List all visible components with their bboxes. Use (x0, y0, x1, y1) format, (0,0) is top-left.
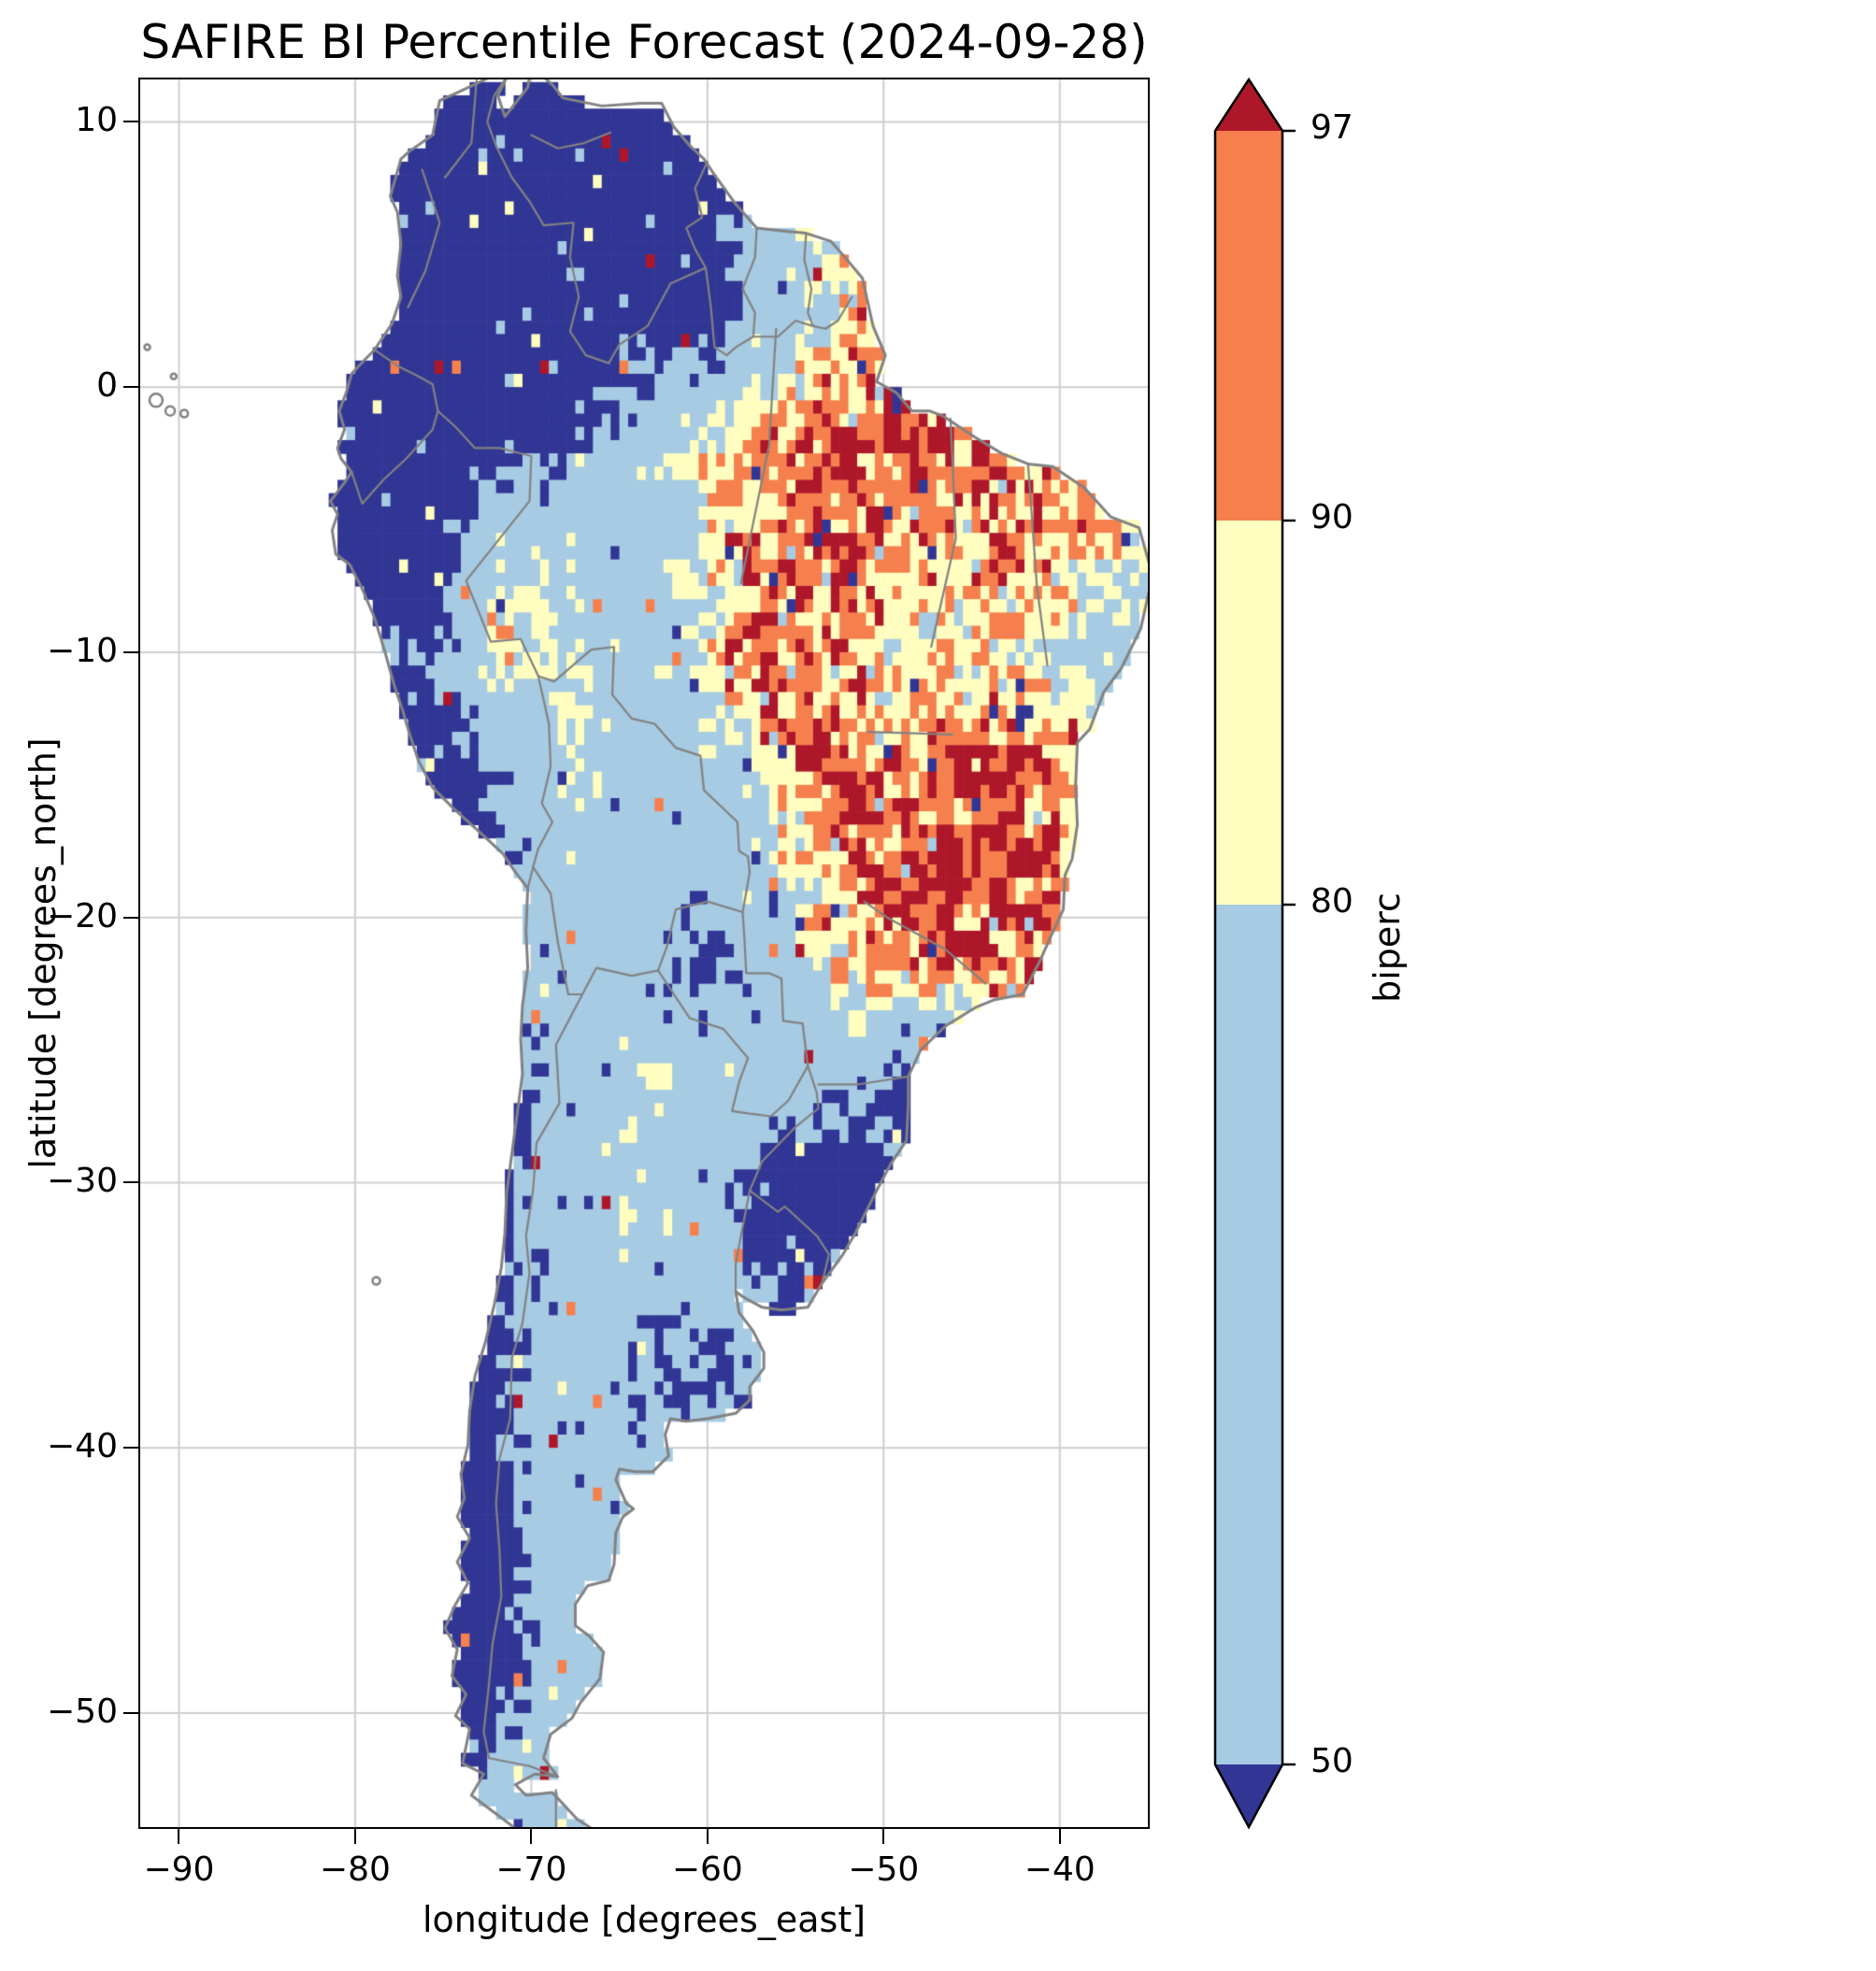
y-tick-mark (123, 121, 138, 123)
x-tick-mark (178, 1829, 180, 1844)
x-tick-label: −60 (671, 1850, 743, 1889)
x-tick-label: −90 (143, 1850, 215, 1889)
y-tick-label: 0 (96, 366, 118, 406)
x-tick-label: −80 (319, 1850, 391, 1889)
colorbar-tick-label: 90 (1310, 498, 1353, 536)
colorbar-segment-80-90 (1215, 521, 1282, 905)
x-tick-label: −70 (495, 1850, 567, 1889)
y-tick-mark (123, 1181, 138, 1184)
y-tick-label: −50 (47, 1692, 118, 1731)
colorbar-extend-under (1215, 1764, 1282, 1827)
x-tick-mark (1058, 1829, 1061, 1844)
x-tick-label: −50 (848, 1850, 920, 1889)
y-tick-mark (123, 1447, 138, 1450)
x-tick-mark (353, 1829, 356, 1844)
colorbar-label: biperc (1367, 893, 1408, 1003)
y-tick-label: −40 (47, 1427, 118, 1466)
colorbar-tick-label: 97 (1310, 108, 1353, 147)
x-tick-mark (706, 1829, 709, 1844)
y-tick-label: 10 (75, 101, 118, 140)
colorbar-segment-90-97 (1215, 131, 1282, 521)
colorbar-tick-label: 50 (1310, 1742, 1353, 1780)
plot-area (138, 78, 1150, 1829)
y-tick-label: −20 (47, 896, 118, 936)
y-tick-mark (123, 1711, 138, 1714)
y-axis-label: latitude [degrees_north] (22, 737, 64, 1169)
x-axis-label: longitude [degrees_east] (422, 1899, 866, 1940)
map-canvas (140, 79, 1148, 1827)
y-tick-mark (123, 916, 138, 919)
x-tick-mark (882, 1829, 885, 1844)
colorbar-extend-over (1215, 79, 1282, 131)
colorbar-segment-50-80 (1215, 905, 1282, 1764)
colorbar-tick-label: 80 (1310, 882, 1353, 921)
x-tick-mark (530, 1829, 533, 1844)
y-tick-mark (123, 650, 138, 653)
y-tick-label: −10 (47, 631, 118, 670)
chart-title: SAFIRE BI Percentile Forecast (2024-09-2… (140, 15, 1148, 69)
y-tick-label: −30 (47, 1162, 118, 1201)
y-tick-mark (123, 386, 138, 389)
colorbar (1213, 77, 1296, 1830)
x-tick-label: −40 (1024, 1850, 1096, 1889)
